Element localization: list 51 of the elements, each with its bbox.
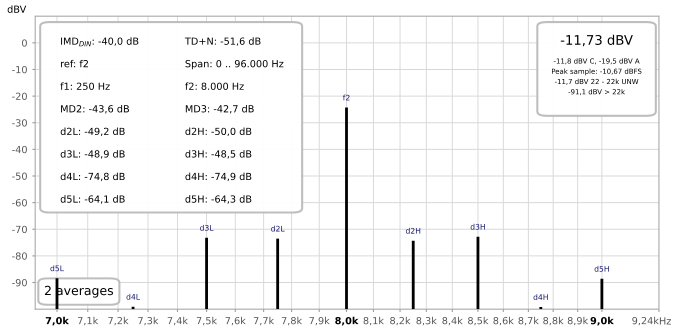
x-tick-label: 8,9k xyxy=(568,316,588,326)
y-tick-label: -30 xyxy=(12,119,27,127)
y-tick-label: -50 xyxy=(12,172,27,180)
x-tick-label: 7,8k xyxy=(282,316,302,326)
x-tick-label: 8,3k xyxy=(416,316,437,326)
y-tick-label: -10 xyxy=(12,66,27,74)
annotation: d3H: -48,5 dB xyxy=(185,150,252,159)
x-tick-label: 7,9k xyxy=(309,316,330,326)
x-tick-label: 7,4k xyxy=(168,316,188,326)
y-tick-label: 0 xyxy=(22,39,27,47)
annotation: MD2: -43,6 dB xyxy=(61,104,129,114)
annotation: d5L: -64,1 dB xyxy=(60,195,125,204)
annotation: d5H: -64,3 dB xyxy=(185,195,252,204)
x-tick-label: 7,5k xyxy=(196,316,218,326)
annotation: Span: 0 .. 96.000 Hz xyxy=(186,60,284,70)
annotation: MD3: -42,7 dB xyxy=(186,104,254,114)
x-tick-label: 7,2k xyxy=(108,316,129,326)
x-tick-label: 7,7k xyxy=(254,316,274,326)
x-tick-label: 7,6k xyxy=(226,316,246,326)
x-tick-label: 9,24k xyxy=(632,316,659,326)
y-tick-label: -60 xyxy=(12,199,27,206)
annotation: f1: 250 Hz xyxy=(60,82,110,90)
x-tick-label: 8,2k xyxy=(390,316,411,326)
y-tick-label: -40 xyxy=(12,146,27,154)
y-tick-label: -80 xyxy=(12,252,27,260)
annotation: -11,73 dBV xyxy=(560,34,633,46)
x-tick-label: 8,6k xyxy=(493,316,514,326)
annotation: d4H: -74,9 dB xyxy=(185,172,252,182)
y-tick-label: -70 xyxy=(12,226,27,234)
x-tick-label: 8,0k xyxy=(335,316,359,326)
y-axis-title: dBV xyxy=(8,5,26,13)
annotation: d4L: -74,8 dB xyxy=(60,172,125,182)
annotation: d2L: -49,2 dB xyxy=(60,128,125,136)
x-tick-label: 8,1k xyxy=(364,316,384,326)
x-axis-title: Hz xyxy=(660,317,671,324)
x-tick-label: 9,0k xyxy=(590,316,614,326)
x-tick-label: 7,1k xyxy=(78,316,98,326)
annotation: f2: 8.000 Hz xyxy=(185,82,244,90)
annotation: d3L: -48,9 dB xyxy=(60,150,125,159)
x-tick-label: 7,3k xyxy=(138,316,158,326)
annotation: ref: f2 xyxy=(61,60,88,68)
x-tick-label: 8,8k xyxy=(543,316,564,326)
annotation: TD+N: -51,6 dB xyxy=(184,37,260,46)
y-tick-label: -20 xyxy=(12,92,27,100)
x-tick-label: 8,7k xyxy=(518,316,539,326)
x-tick-label: 8,4k xyxy=(442,316,463,326)
x-tick-label: 8,5k xyxy=(468,316,488,326)
x-tick-label: 7,0k xyxy=(46,316,70,326)
annotation: IMD$_{DIN}$: -40,0 dB xyxy=(61,37,138,46)
y-tick-label: -90 xyxy=(12,279,27,286)
annotation: d2H: -50,0 dB xyxy=(185,128,252,136)
